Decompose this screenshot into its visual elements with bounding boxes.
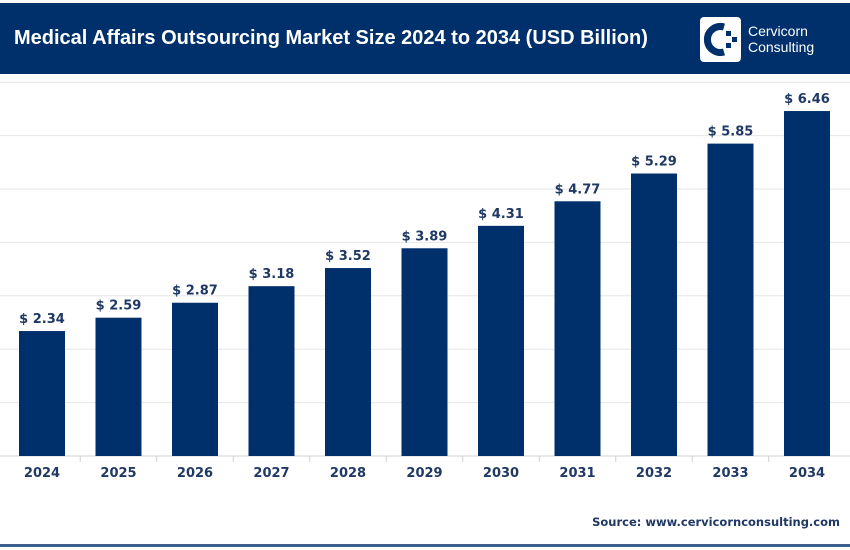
source-text: Source: www.cervicornconsulting.com	[592, 515, 840, 529]
x-tick-label-2026: 2026	[177, 466, 213, 481]
bar-2024	[19, 331, 65, 456]
x-tick-label-2033: 2033	[712, 466, 748, 481]
bar-2027	[248, 286, 295, 456]
logo-line2: Consulting	[748, 39, 815, 55]
x-tick-label-2032: 2032	[636, 466, 672, 481]
header-banner: Medical Affairs Outsourcing Market Size …	[0, 3, 850, 74]
bar-2034	[784, 111, 830, 456]
bar-2032	[631, 173, 677, 456]
x-tick-label-2025: 2025	[100, 466, 136, 481]
bar-2031	[554, 201, 601, 456]
logo-line1: Cervicorn	[748, 23, 808, 39]
bottom-divider	[0, 544, 850, 547]
x-tick-label-2031: 2031	[559, 466, 595, 481]
bar-2033	[707, 143, 754, 457]
bar-2029	[401, 248, 448, 456]
x-tick-label-2024: 2024	[24, 466, 60, 481]
x-tick-label-2028: 2028	[330, 466, 366, 481]
data-label-2029: $ 3.89	[402, 229, 448, 244]
data-label-2031: $ 4.77	[555, 182, 601, 197]
data-label-2024: $ 2.34	[19, 312, 65, 327]
data-label-2033: $ 5.85	[708, 125, 754, 140]
data-label-2034: $ 6.46	[784, 92, 830, 107]
data-label-2027: $ 3.18	[249, 267, 295, 282]
x-tick-label-2029: 2029	[406, 466, 442, 481]
logo-text: Cervicorn Consulting	[748, 23, 814, 55]
bar-2030	[478, 225, 524, 456]
logo-icon	[700, 17, 741, 62]
x-tick-label-2030: 2030	[483, 466, 519, 481]
x-tick-label-2034: 2034	[789, 466, 825, 481]
x-tick-label-2027: 2027	[253, 466, 289, 481]
chart-title: Medical Affairs Outsourcing Market Size …	[14, 27, 648, 49]
data-label-2026: $ 2.87	[172, 284, 218, 299]
data-label-2025: $ 2.59	[96, 299, 142, 314]
bar-2025	[95, 317, 142, 456]
data-label-2030: $ 4.31	[478, 207, 524, 222]
bar-2028	[325, 268, 371, 456]
data-label-2032: $ 5.29	[631, 155, 677, 170]
bar-2026	[172, 302, 218, 456]
data-label-2028: $ 3.52	[325, 249, 371, 264]
